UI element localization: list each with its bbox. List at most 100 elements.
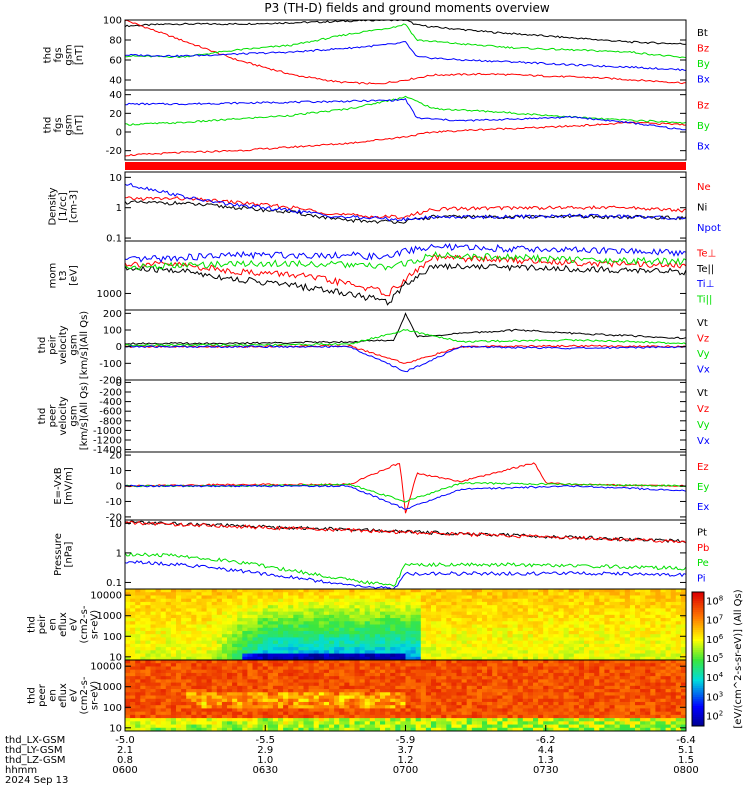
heatmap-cell: [553, 669, 559, 674]
heatmap-cell: [619, 601, 626, 606]
heatmap-cell: [262, 601, 269, 606]
heatmap-cell: [165, 701, 172, 706]
heatmap-cell: [466, 640, 473, 645]
heatmap-cell: [492, 721, 498, 725]
heatmap-cell: [278, 718, 284, 722]
heatmap-cell: [344, 589, 350, 593]
heatmap-cell: [420, 682, 427, 687]
heatmap-cell: [130, 660, 136, 664]
heatmap-cell: [451, 676, 457, 680]
heatmap-cell: [318, 621, 325, 625]
heatmap-cell: [267, 650, 274, 654]
heatmap-cell: [604, 627, 610, 632]
heatmap-cell: [665, 682, 672, 687]
heatmap-cell: [232, 621, 238, 625]
heatmap-cell: [589, 672, 595, 677]
heatmap-cell: [517, 669, 524, 674]
heatmap-cell: [446, 601, 452, 606]
heatmap-cell: [670, 656, 677, 661]
heatmap-cell: [334, 663, 340, 667]
heatmap-cell: [538, 718, 544, 722]
heatmap-cell: [196, 672, 202, 677]
heatmap-cell: [150, 592, 156, 596]
heatmap-cell: [313, 672, 320, 677]
heatmap-cell: [334, 682, 340, 687]
heatmap-cell: [456, 627, 462, 632]
heatmap-cell: [670, 647, 677, 651]
heatmap-cell: [507, 718, 513, 722]
heatmap-cell: [451, 643, 457, 648]
heatmap-cell: [650, 624, 656, 629]
heatmap-cell: [558, 727, 564, 732]
heatmap-cell: [629, 640, 636, 645]
series-line-Pe: [124, 551, 687, 587]
heatmap-cell: [196, 660, 202, 664]
heatmap-cell: [446, 598, 452, 603]
heatmap-cell: [533, 714, 539, 719]
heatmap-cell: [293, 689, 299, 693]
heatmap-cell: [186, 672, 192, 677]
heatmap-cell: [405, 701, 411, 706]
heatmap-cell: [380, 692, 386, 696]
heatmap-cell: [640, 634, 646, 638]
heatmap-cell: [155, 714, 162, 719]
heatmap-cell: [456, 640, 462, 645]
heatmap-cell: [584, 727, 590, 732]
heatmap-cell: [170, 727, 177, 732]
heatmap-cell: [573, 663, 580, 667]
heatmap-cell: [257, 653, 264, 658]
heatmap-cell: [502, 601, 508, 606]
heatmap-cell: [354, 589, 360, 593]
heatmap-cell: [313, 656, 320, 661]
heatmap-cell: [629, 695, 636, 700]
heatmap-cell: [482, 608, 488, 612]
heatmap-cell: [675, 627, 682, 632]
heatmap-cell: [456, 650, 462, 654]
heatmap-cell: [242, 611, 248, 616]
heatmap-cell: [140, 656, 146, 661]
heatmap-cell: [675, 647, 682, 651]
heatmap-cell: [176, 589, 182, 593]
heatmap-cell: [283, 724, 289, 729]
heatmap-cell: [323, 605, 330, 609]
heatmap-cell: [354, 698, 360, 703]
heatmap-cell: [339, 689, 345, 693]
heatmap-cell: [446, 595, 452, 600]
heatmap-cell: [655, 698, 661, 703]
heatmap-cell: [344, 653, 350, 658]
heatmap-cell: [680, 608, 687, 612]
series-line-Bx: [125, 98, 686, 131]
heatmap-cell: [594, 676, 600, 680]
heatmap-cell: [675, 640, 682, 645]
heatmap-cell: [573, 669, 580, 674]
heatmap-cell: [201, 727, 207, 732]
heatmap-cell: [635, 611, 641, 616]
heatmap-cell: [318, 727, 325, 732]
heatmap-cell: [165, 721, 172, 725]
heatmap-cell: [278, 692, 284, 696]
heatmap-cell: [349, 637, 355, 642]
heatmap-cell: [441, 660, 447, 664]
heatmap-cell: [303, 653, 309, 658]
heatmap-cell: [665, 666, 672, 671]
heatmap-cell: [680, 637, 687, 642]
heatmap-cell: [369, 676, 376, 680]
heatmap-cell: [242, 608, 248, 612]
heatmap-cell: [527, 695, 534, 700]
heatmap-cell: [221, 640, 228, 645]
heatmap-cell: [456, 698, 462, 703]
legend-entry: Pb: [697, 543, 709, 554]
heatmap-cell: [227, 624, 233, 629]
heatmap-cell: [640, 608, 646, 612]
heatmap-cell: [359, 708, 366, 713]
heatmap-cell: [344, 611, 350, 616]
heatmap-cell: [293, 614, 299, 619]
heatmap-cell: [186, 682, 192, 687]
heatmap-cell: [665, 724, 672, 729]
heatmap-cell: [400, 605, 406, 609]
heatmap-cell: [431, 643, 437, 648]
heatmap-cell: [527, 653, 534, 658]
heatmap-cell: [420, 705, 427, 709]
heatmap-cell: [227, 718, 233, 722]
heatmap-cell: [369, 724, 376, 729]
